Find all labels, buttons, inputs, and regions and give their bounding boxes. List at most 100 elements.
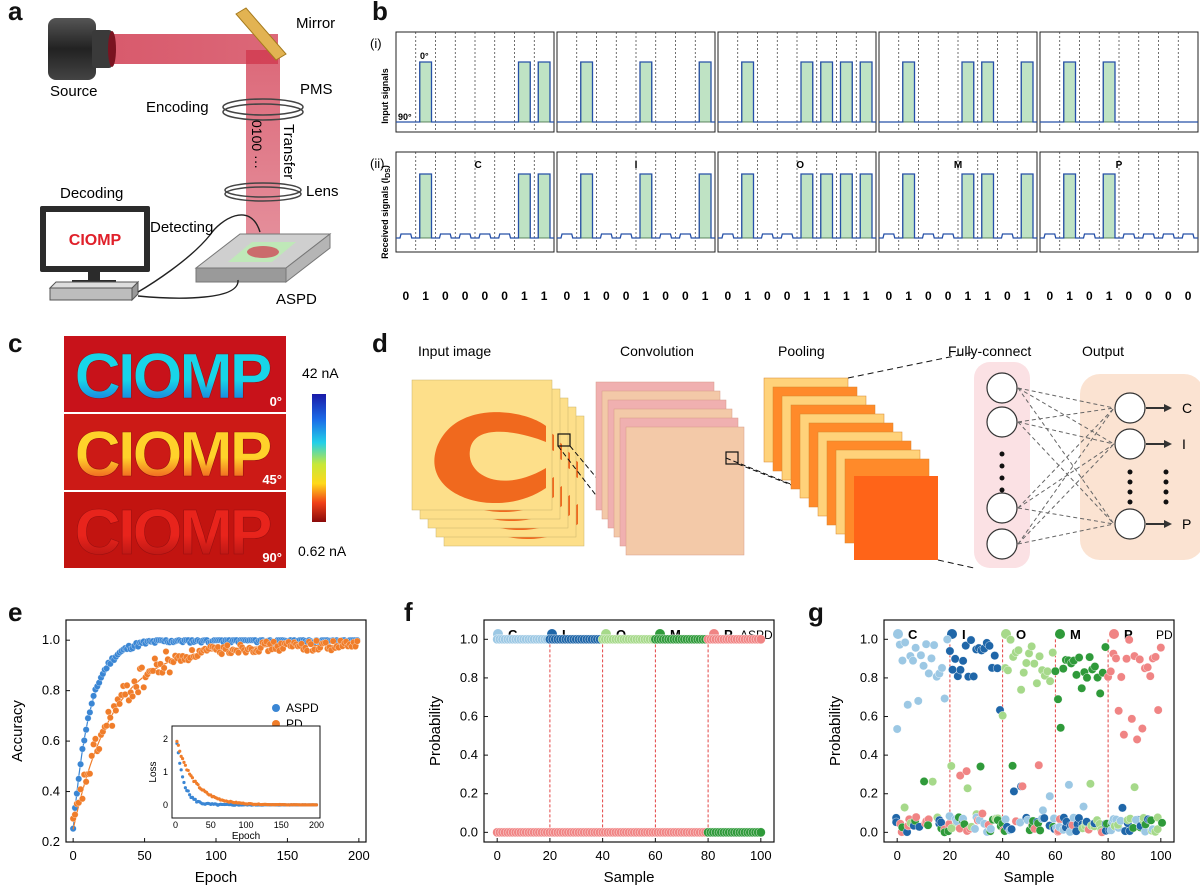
x-tick-label: 60: [1048, 848, 1062, 863]
connection-line: [1017, 421, 1115, 525]
polarization-angle-label: 45°: [262, 472, 282, 487]
bit-label: 0: [886, 289, 893, 303]
y-tick-label: 0.8: [460, 670, 478, 685]
input-image-label: Input image: [418, 343, 491, 359]
inset-y-tick-label: 2: [163, 734, 168, 744]
y-tick-label: 0.6: [860, 709, 878, 724]
data-point: [1039, 813, 1049, 823]
pooling-label: Pooling: [778, 343, 825, 359]
output-neuron: [1114, 508, 1146, 540]
y-tick-label: 0.6: [42, 733, 60, 748]
inset-y-axis-label: Loss: [148, 761, 159, 782]
signal-trace: [1040, 61, 1198, 123]
bit-label: 0: [603, 289, 610, 303]
data-point: [985, 641, 994, 651]
pulse-bar: [1102, 173, 1116, 239]
y-tick-label: 0.4: [42, 784, 60, 799]
data-point: [1135, 655, 1145, 664]
data-point: [956, 665, 965, 675]
data-point: [73, 790, 81, 797]
y-tick-label: 0.8: [42, 683, 60, 698]
bit-label: 1: [984, 289, 991, 303]
y-tick-label: 0.2: [460, 786, 478, 801]
pulse-bar: [639, 61, 653, 123]
data-point: [95, 745, 103, 753]
data-point: [1137, 724, 1147, 733]
pulse-bar: [698, 173, 712, 239]
bit-label: 0: [623, 289, 630, 303]
data-point: [123, 682, 131, 689]
input-signals-axis-label: Input signals: [380, 68, 390, 124]
legend-label: I: [962, 627, 966, 642]
data-point: [1007, 824, 1016, 834]
inset-x-tick-label: 100: [238, 820, 253, 830]
data-point: [1119, 730, 1129, 740]
legend-label: P: [1124, 627, 1133, 642]
lens-icon: [224, 182, 302, 202]
data-point: [911, 643, 921, 653]
bit-label: 0: [662, 289, 669, 303]
bit-label: 0: [501, 289, 508, 303]
legend-marker: [272, 704, 280, 712]
signal-frame-input: [717, 31, 877, 133]
data-point: [1027, 642, 1037, 651]
data-point: [138, 664, 146, 671]
data-point: [82, 778, 90, 786]
monitor-icon: [40, 206, 150, 302]
data-point: [188, 646, 196, 654]
data-point: [1130, 782, 1139, 792]
connection-line: [1017, 443, 1115, 509]
signal-frame-input: [1039, 31, 1199, 133]
signal-frame-received: O: [717, 151, 877, 253]
data-point: [1153, 824, 1163, 834]
output-layer-box: [1080, 374, 1200, 560]
panel-g-pd-probability-chart: 0 20 40 60 80 100 0.0 0.2 0.4 0.6 0.8 1.0 Sample Prob…: [827, 619, 1175, 886]
inset-data-point: [186, 789, 190, 793]
signal-frame-received: I: [556, 151, 716, 253]
data-point: [1029, 659, 1039, 669]
pulse-bar: [859, 61, 873, 123]
ellipsis-dot: [1127, 489, 1133, 495]
bit-label: 1: [521, 289, 528, 303]
data-point: [1124, 635, 1134, 645]
data-point: [160, 664, 168, 672]
data-point: [976, 762, 985, 771]
bit-label: 1: [541, 289, 548, 303]
data-point: [966, 635, 976, 645]
data-point: [1072, 670, 1081, 680]
data-point: [900, 803, 909, 812]
data-point: [1111, 653, 1121, 663]
data-point: [218, 650, 226, 658]
arrow-head-icon: [1164, 440, 1172, 448]
inset-data-point: [183, 786, 187, 790]
data-point: [1116, 672, 1126, 682]
pulse-bar: [840, 173, 853, 239]
y-tick-label: 0.2: [42, 834, 60, 849]
data-point: [1143, 662, 1153, 672]
data-point: [1058, 664, 1068, 674]
data-point: [756, 827, 766, 838]
pulse-bar: [1063, 173, 1076, 239]
signal-trace: [396, 173, 554, 239]
y-tick-label: 1.0: [460, 631, 478, 646]
data-point: [1003, 665, 1013, 675]
data-point: [116, 700, 123, 708]
data-point: [112, 707, 120, 714]
inset-data-point: [175, 739, 179, 743]
x-tick-label: 40: [995, 848, 1009, 863]
received-signals-axis-label: Received signals (IDS): [380, 165, 392, 259]
data-point: [955, 771, 965, 780]
data-point: [88, 700, 96, 707]
data-point: [978, 809, 987, 818]
signal-frame-input: [878, 31, 1038, 133]
inset-data-point: [176, 743, 180, 747]
legend-marker: [1109, 629, 1119, 639]
data-point: [970, 824, 980, 834]
data-point: [92, 735, 99, 743]
data-point: [1090, 662, 1100, 671]
data-point: [151, 655, 159, 662]
data-point: [80, 737, 88, 744]
convolution-layer: [625, 426, 745, 556]
inset-x-tick-label: 50: [206, 820, 216, 830]
ellipsis-dot: [999, 487, 1005, 493]
